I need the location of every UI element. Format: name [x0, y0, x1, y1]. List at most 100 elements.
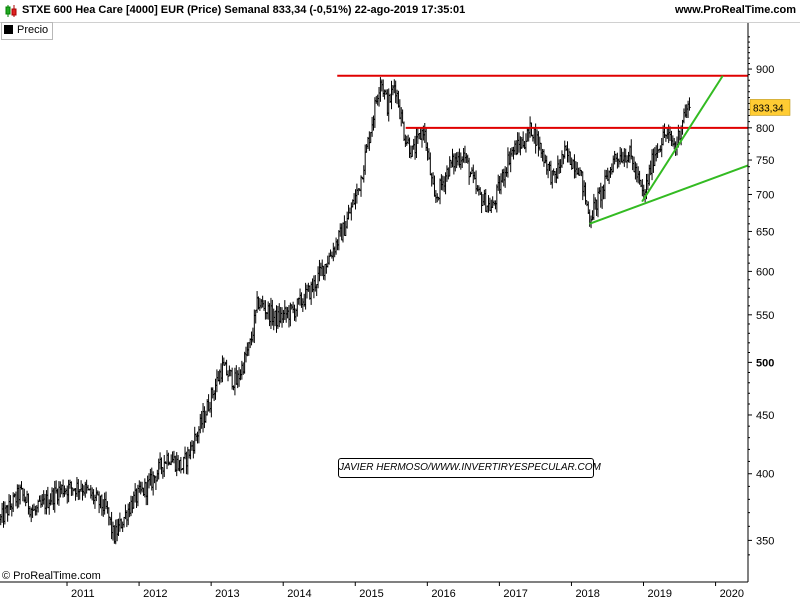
ohlc-bar: [219, 363, 223, 383]
ohlc-bar: [193, 426, 196, 454]
ohlc-bar: [247, 341, 250, 356]
trendline-support-long[interactable]: [589, 164, 749, 225]
series-legend[interactable]: Precio: [1, 22, 54, 40]
ohlc-bar: [632, 156, 636, 173]
ohlc-bar: [169, 454, 173, 466]
ohlc-bar: [243, 351, 246, 374]
ohlc-bar: [117, 518, 120, 536]
ohlc-bar: [343, 215, 346, 236]
ohlc-bar: [85, 479, 88, 494]
ohlc-bar: [369, 131, 372, 144]
trendline-support-steep[interactable]: [641, 75, 724, 203]
ohlc-bar: [440, 174, 443, 191]
ohlc-bar: [260, 299, 263, 309]
ohlc-bar: [147, 473, 151, 489]
ohlc-bar: [217, 371, 220, 382]
ohlc-bar: [539, 142, 543, 158]
ohlc-bar: [488, 197, 492, 212]
ohlc-bar: [154, 475, 158, 490]
ohlc-bar: [616, 152, 619, 169]
ohlc-bar: [555, 168, 558, 184]
y-tick-label: 900: [756, 64, 774, 76]
ohlc-bar: [269, 297, 273, 329]
x-tick-label: 2014: [287, 588, 311, 600]
ohlc-bar: [505, 167, 508, 177]
ohlc-bar: [275, 305, 278, 333]
ohlc-bar: [149, 468, 152, 486]
ohlc-bar: [556, 155, 560, 179]
x-tick-label: 2012: [143, 588, 167, 600]
ohlc-bar: [143, 478, 147, 498]
ohlc-bar: [480, 191, 483, 214]
ohlc-bar: [620, 148, 623, 163]
ohlc-bar: [228, 365, 231, 377]
ohlc-bar: [377, 86, 381, 107]
ohlc-bar: [340, 223, 343, 241]
ohlc-bar: [210, 387, 213, 418]
ohlc-bar: [160, 457, 163, 475]
ohlc-bar: [115, 519, 119, 542]
ohlc-bar: [569, 151, 572, 166]
ohlc-bar: [469, 171, 472, 178]
ohlc-bar: [375, 95, 378, 104]
ohlc-bar: [3, 501, 7, 525]
ohlc-bar: [448, 156, 451, 177]
ohlc-bar: [595, 199, 598, 217]
ohlc-bar: [419, 128, 422, 140]
ohlc-bar: [133, 483, 137, 503]
x-tick-label: 2020: [720, 588, 744, 600]
ohlc-bar: [585, 200, 589, 207]
ohlc-bar: [564, 145, 568, 152]
ohlc-bar: [178, 459, 181, 472]
ohlc-bar: [298, 288, 302, 306]
ohlc-bar: [520, 137, 523, 149]
ohlc-bar: [634, 161, 637, 180]
ohlc-bar: [490, 199, 493, 213]
ohlc-bar: [250, 331, 253, 346]
ohlc-bar: [413, 135, 417, 160]
ohlc-bar: [296, 298, 299, 317]
ohlc-bar: [370, 116, 374, 137]
ohlc-bar: [688, 97, 691, 111]
last-value-marker: 833,34: [749, 99, 791, 116]
ohlc-bar: [212, 390, 216, 402]
ohlc-bar: [406, 134, 410, 145]
ohlc-bars: [0, 77, 691, 545]
ohlc-bar: [516, 132, 519, 155]
candlestick-icon: [5, 5, 17, 17]
x-tick-label: 2011: [71, 588, 95, 600]
ohlc-bar: [92, 489, 95, 505]
ohlc-bar: [656, 143, 659, 158]
x-tick-label: 2015: [359, 588, 383, 600]
last-value-box: [749, 99, 791, 116]
ohlc-bar: [17, 484, 20, 508]
ohlc-bar: [107, 507, 111, 526]
ohlc-bar: [390, 80, 393, 110]
ohlc-bar: [587, 201, 590, 214]
ohlc-bar: [605, 169, 608, 180]
ohlc-bar: [52, 488, 55, 511]
ohlc-bar: [339, 223, 342, 237]
ohlc-bar: [628, 145, 632, 163]
ohlc-bar: [449, 159, 453, 168]
ohlc-bar: [624, 148, 627, 163]
ohlc-bar: [603, 169, 607, 200]
ohlc-bar: [589, 215, 593, 229]
ohlc-bar: [322, 265, 325, 280]
ohlc-bar: [278, 303, 281, 328]
x-axis: 2011 2012 2013 2014 2015 2016 2017 2018 2019 2020: [0, 581, 748, 600]
ohlc-bar: [111, 521, 115, 541]
ohlc-bar: [121, 521, 124, 533]
ohlc-bar: [594, 197, 597, 210]
ohlc-bar: [287, 305, 291, 328]
ohlc-bar: [307, 282, 310, 292]
website-link[interactable]: www.ProRealTime.com: [674, 4, 796, 16]
y-axis: 350 400 450 500 550 600 650 700 750 800 900: [747, 22, 774, 582]
ohlc-bar: [325, 263, 328, 274]
legend-label: Precio: [17, 24, 49, 36]
ohlc-bar: [527, 127, 530, 142]
ohlc-bar: [541, 148, 544, 162]
ohlc-bar: [24, 496, 27, 507]
ohlc-bar: [582, 180, 586, 197]
